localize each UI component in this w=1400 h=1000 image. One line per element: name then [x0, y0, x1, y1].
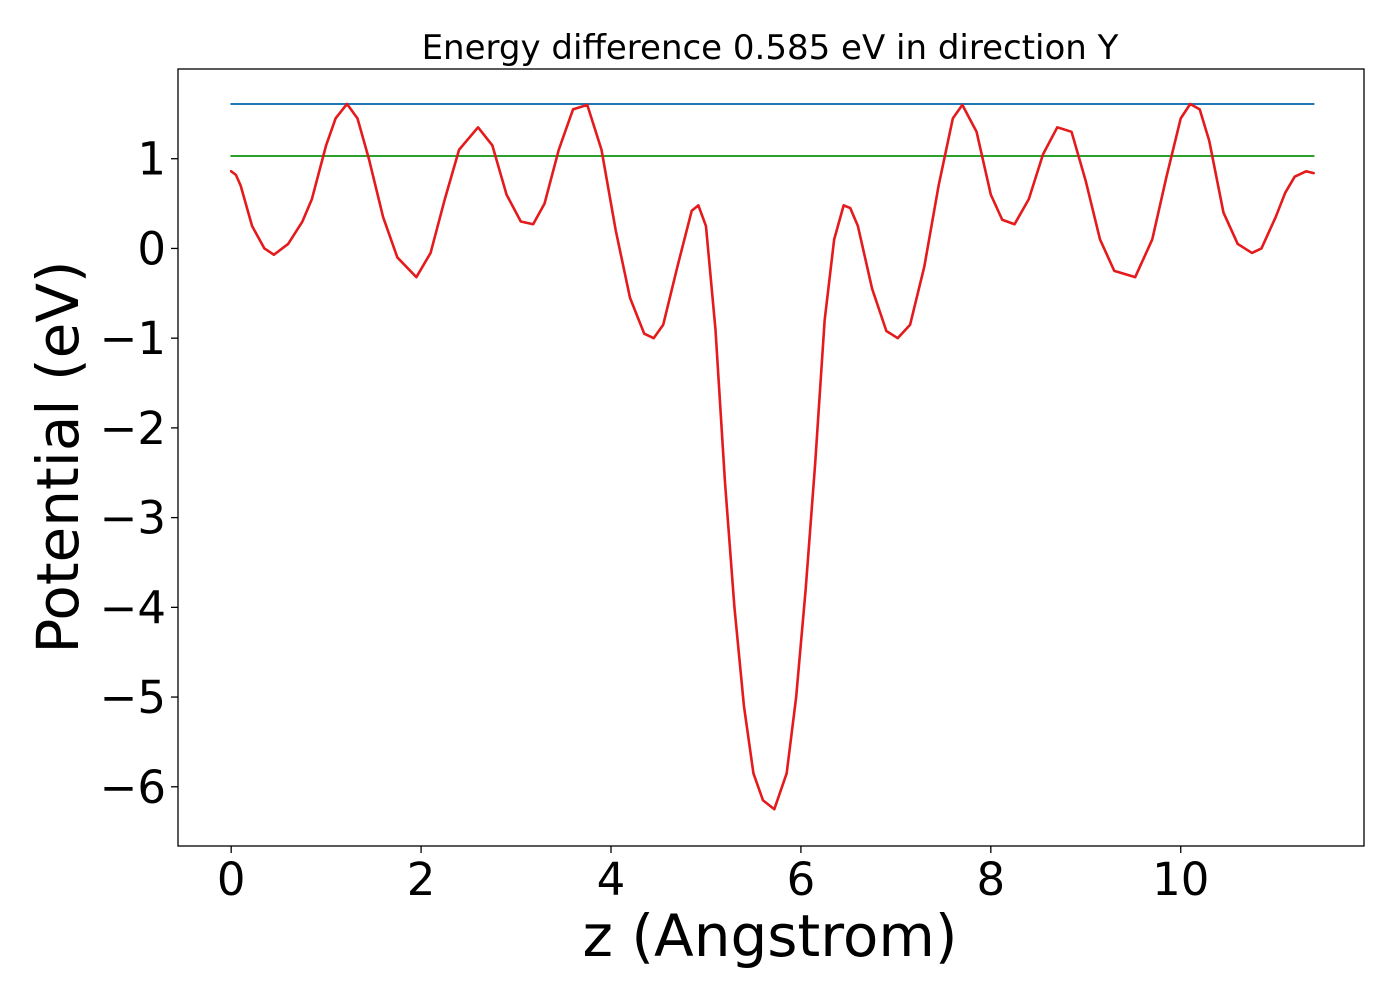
x-tick-label: 10 — [1152, 853, 1209, 906]
y-tick-label: −2 — [100, 402, 166, 455]
plot-frame — [177, 68, 1365, 847]
chart-title: Energy difference 0.585 eV in direction … — [422, 28, 1119, 68]
series-line-2 — [229, 102, 1315, 811]
x-axis-label: z (Angstrom) — [583, 902, 958, 970]
x-tick-label: 0 — [217, 853, 246, 906]
y-tick-label: −3 — [100, 492, 166, 545]
x-tick-label: 2 — [407, 853, 436, 906]
x-tick-label: 8 — [977, 853, 1006, 906]
y-axis-label: Potential (eV) — [24, 260, 92, 653]
series-layer — [229, 102, 1315, 811]
x-tick-label: 6 — [787, 853, 816, 906]
y-tick-label: −1 — [100, 312, 166, 365]
y-tick-label: 0 — [137, 222, 166, 275]
x-tick-label: 4 — [597, 853, 626, 906]
y-tick-label: −4 — [100, 581, 166, 634]
x-axis: 0 2 4 6 8 10 — [217, 846, 1209, 906]
y-axis: 1 0 −1 −2 −3 −4 −5 −6 — [100, 133, 178, 814]
y-tick-label: 1 — [137, 133, 166, 186]
y-tick-label: −6 — [100, 761, 166, 814]
y-tick-label: −5 — [100, 671, 166, 724]
